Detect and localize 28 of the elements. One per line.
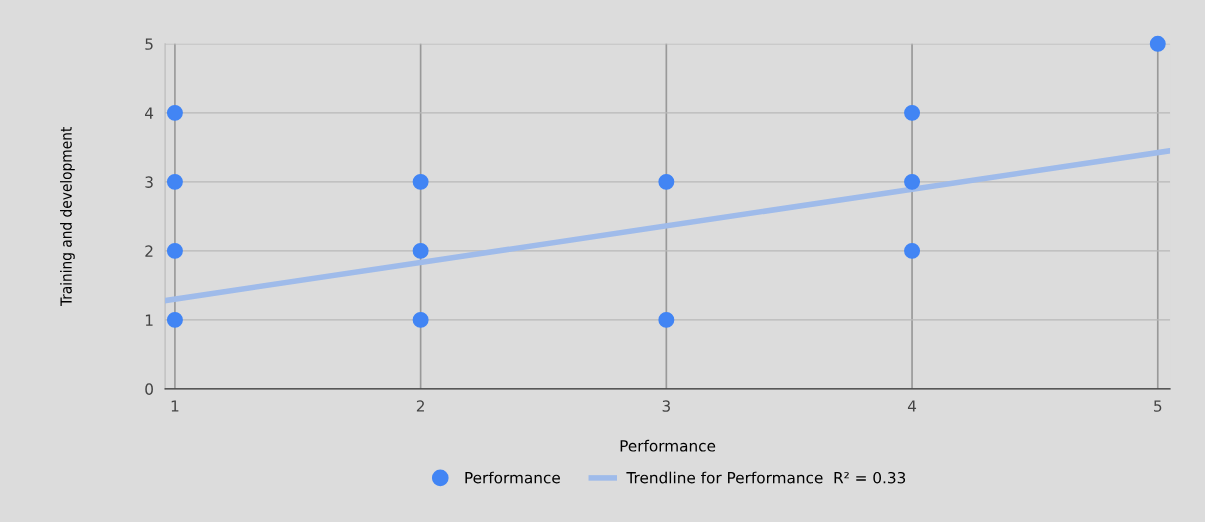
point — [412, 173, 429, 190]
point — [658, 311, 675, 328]
point — [658, 173, 675, 190]
x-axis-title: Performance — [620, 439, 716, 452]
legend-label: Performance — [465, 471, 560, 484]
point — [166, 311, 183, 328]
point — [166, 242, 183, 259]
point — [166, 173, 183, 190]
x-tick-label: 3 — [662, 400, 670, 412]
y-tick-label: 5 — [145, 38, 153, 50]
legend-label: Trendline for Performance R² = 0.33 — [626, 471, 906, 484]
y-tick-label: 4 — [145, 107, 154, 119]
y-axis-title: Training and development — [60, 127, 75, 307]
x-tick-label: 1 — [171, 400, 179, 412]
x-tick-label: 5 — [1154, 400, 1162, 412]
point — [412, 242, 429, 259]
y-tick-label: 0 — [145, 383, 153, 395]
point — [412, 311, 429, 328]
y-tick-label: 3 — [145, 176, 153, 188]
point — [1149, 35, 1166, 52]
y-tick-label: 2 — [145, 245, 153, 257]
x-tick-label: 4 — [907, 400, 917, 412]
point — [904, 173, 921, 190]
point — [904, 104, 921, 121]
x-tick-label: 2 — [416, 400, 424, 412]
y-tick-label: 1 — [145, 314, 153, 326]
point — [166, 104, 183, 121]
point — [904, 242, 921, 259]
